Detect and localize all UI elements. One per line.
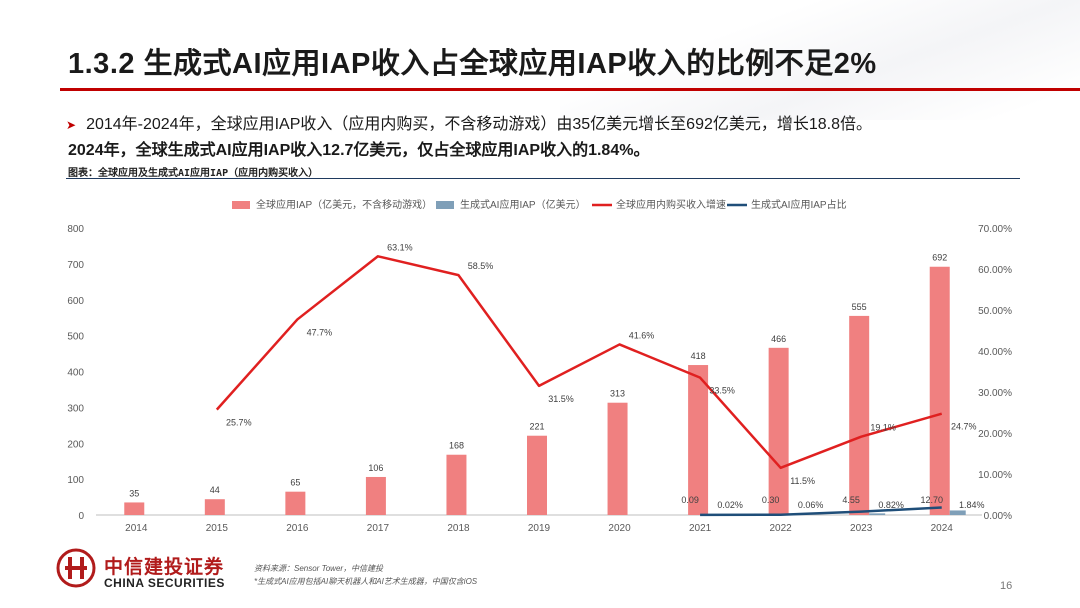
bar-global-iap-label: 168 <box>449 441 464 451</box>
bullet-point: ➤ 2014年-2024年，全球应用IAP收入（应用内购买，不含移动游戏）由35亿… <box>66 110 872 134</box>
legend-label: 生成式AI应用IAP（亿美元） <box>460 198 586 211</box>
x-axis-tick-label: 2024 <box>931 523 954 534</box>
bar-global-iap <box>527 435 547 515</box>
x-axis-tick-label: 2022 <box>770 523 793 534</box>
bar-global-iap <box>124 502 145 515</box>
x-axis-tick-label: 2023 <box>850 523 873 534</box>
bar-global-iap <box>929 266 950 515</box>
right-axis-tick-label: 40.00% <box>978 347 1012 358</box>
x-axis-tick-label: 2015 <box>206 523 229 534</box>
bar-genai-iap-label: 12.70 <box>920 495 943 505</box>
figure-caption: 图表：全球应用及生成式AI应用IAP（应用内购买收入） <box>68 168 319 179</box>
left-axis-tick-label: 0 <box>78 511 84 522</box>
bar-global-iap-label: 555 <box>852 302 867 312</box>
line-growth-label: 31.5% <box>548 394 574 404</box>
left-axis-tick-label: 300 <box>67 403 84 414</box>
line-growth-label: 63.1% <box>387 242 413 252</box>
legend-label: 生成式AI应用IAP占比 <box>751 198 847 211</box>
source-line: 资料来源：Sensor Tower，中信建投 <box>254 564 384 573</box>
bar-global-iap <box>285 491 306 515</box>
left-axis-tick-label: 700 <box>67 260 84 271</box>
bar-global-iap-label: 106 <box>368 463 383 473</box>
bar-global-iap <box>849 315 870 515</box>
highlight-text: 2024年，全球生成式AI应用IAP收入12.7亿美元，仅占全球应用IAP收入的… <box>68 142 650 159</box>
x-axis-tick-label: 2021 <box>689 523 712 534</box>
legend-swatch <box>436 201 454 209</box>
line-growth-label: 19.1% <box>870 423 896 433</box>
bar-global-iap <box>768 347 789 515</box>
line-growth-rate <box>215 255 943 470</box>
bar-global-iap <box>365 476 386 515</box>
right-axis-tick-label: 10.00% <box>978 470 1012 481</box>
left-axis-tick-label: 200 <box>67 439 84 450</box>
x-axis-tick-label: 2017 <box>367 523 390 534</box>
left-axis-tick-label: 600 <box>67 296 84 307</box>
bar-global-iap-label: 221 <box>529 422 544 432</box>
line-growth-label: 24.7% <box>951 422 977 432</box>
caption-rule <box>66 178 1020 179</box>
arrow-bullet-icon: ➤ <box>66 118 77 132</box>
combo-chart: 0 100 200 300 400 500 600 700 800 0.00% 10.00% 20.0… <box>67 198 1012 534</box>
line-share-label: 1.84% <box>959 500 985 510</box>
right-axis-tick-label: 50.00% <box>978 306 1012 317</box>
x-axis-tick-label: 2018 <box>447 523 470 534</box>
source-note: 资料来源：Sensor Tower，中信建投 *生成式AI应用包括AI聊天机器人… <box>254 562 477 588</box>
line-growth-label: 41.6% <box>629 330 655 340</box>
right-axis-tick-label: 0.00% <box>984 511 1012 522</box>
bar-global-iap <box>446 454 467 515</box>
bar-global-iap-label: 418 <box>691 351 706 361</box>
bar-global-iap-label: 692 <box>932 253 947 263</box>
bar-global-iap-label: 313 <box>610 389 625 399</box>
china-securities-logo-icon <box>56 548 96 588</box>
line-growth-label: 25.7% <box>226 418 252 428</box>
bar-genai-iap <box>949 510 966 515</box>
company-name-en: CHINA SECURITIES <box>104 576 225 590</box>
page-title: 1.3.2 生成式AI应用IAP收入占全球应用IAP收入的比例不足2% <box>68 48 877 80</box>
left-axis-tick-label: 100 <box>67 475 84 486</box>
left-axis-tick-label: 500 <box>67 332 84 343</box>
right-axis-tick-label: 30.00% <box>978 388 1012 399</box>
x-axis-tick-label: 2014 <box>125 523 148 534</box>
company-name-cn: 中信建投证券 <box>104 557 225 578</box>
footnote-line: *生成式AI应用包括AI聊天机器人和AI艺术生成器，中国仅含iOS <box>254 577 478 586</box>
line-growth-label: 58.5% <box>468 261 494 271</box>
line-growth-label: 11.5% <box>790 476 815 486</box>
left-axis-tick-label: 800 <box>67 224 84 235</box>
line-share-label: 0.02% <box>717 500 743 510</box>
line-share-label: 0.82% <box>878 500 904 510</box>
left-axis-tick-label: 400 <box>67 368 84 379</box>
bar-genai-iap-label: 0.30 <box>762 495 780 505</box>
bar-global-iap <box>204 499 225 515</box>
x-axis-tick-label: 2016 <box>286 523 309 534</box>
legend-label: 全球应用内购买收入增速 <box>616 198 726 211</box>
right-axis-tick-label: 70.00% <box>978 224 1012 235</box>
x-axis-tick-label: 2019 <box>528 523 551 534</box>
bar-global-iap <box>688 365 709 515</box>
page-number: 16 <box>1000 580 1013 592</box>
bar-genai-iap <box>869 513 886 515</box>
right-axis-tick-label: 60.00% <box>978 265 1012 276</box>
bar-global-iap-label: 65 <box>290 478 300 488</box>
bar-genai-iap-label: 0.09 <box>681 495 699 505</box>
line-growth-label: 47.7% <box>307 327 333 337</box>
bar-global-iap <box>607 402 628 515</box>
title-underline <box>60 88 1080 91</box>
legend-swatch <box>232 201 250 209</box>
bar-global-iap-label: 44 <box>210 485 220 495</box>
line-growth-label: 33.5% <box>709 386 735 396</box>
x-axis-tick-label: 2020 <box>608 523 631 534</box>
bar-global-iap-label: 35 <box>129 488 139 498</box>
bar-global-iap-label: 466 <box>771 334 786 344</box>
line-genai-share <box>700 506 942 517</box>
legend-label: 全球应用IAP（亿美元，不含移动游戏） <box>256 198 432 211</box>
right-axis-tick-label: 20.00% <box>978 429 1012 440</box>
line-share-label: 0.06% <box>798 500 824 510</box>
bullet-text: 2014年-2024年，全球应用IAP收入（应用内购买，不含移动游戏）由35亿美… <box>86 116 873 133</box>
bar-genai-iap-label: 4.55 <box>842 495 860 505</box>
